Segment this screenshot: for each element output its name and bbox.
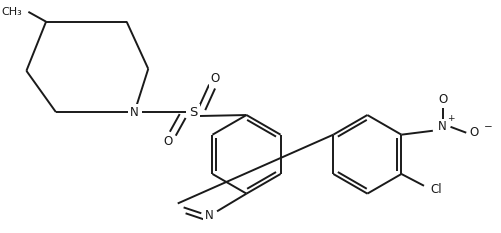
Text: −: − bbox=[483, 122, 492, 132]
Text: N: N bbox=[205, 209, 213, 222]
Text: +: + bbox=[447, 114, 454, 123]
Text: N: N bbox=[438, 120, 447, 133]
Text: O: O bbox=[163, 135, 172, 148]
Text: O: O bbox=[438, 93, 447, 106]
Text: O: O bbox=[469, 126, 479, 139]
Text: CH₃: CH₃ bbox=[2, 7, 23, 17]
Text: Cl: Cl bbox=[430, 183, 441, 196]
Text: O: O bbox=[210, 72, 219, 85]
Text: N: N bbox=[130, 106, 139, 119]
Text: S: S bbox=[189, 106, 197, 119]
